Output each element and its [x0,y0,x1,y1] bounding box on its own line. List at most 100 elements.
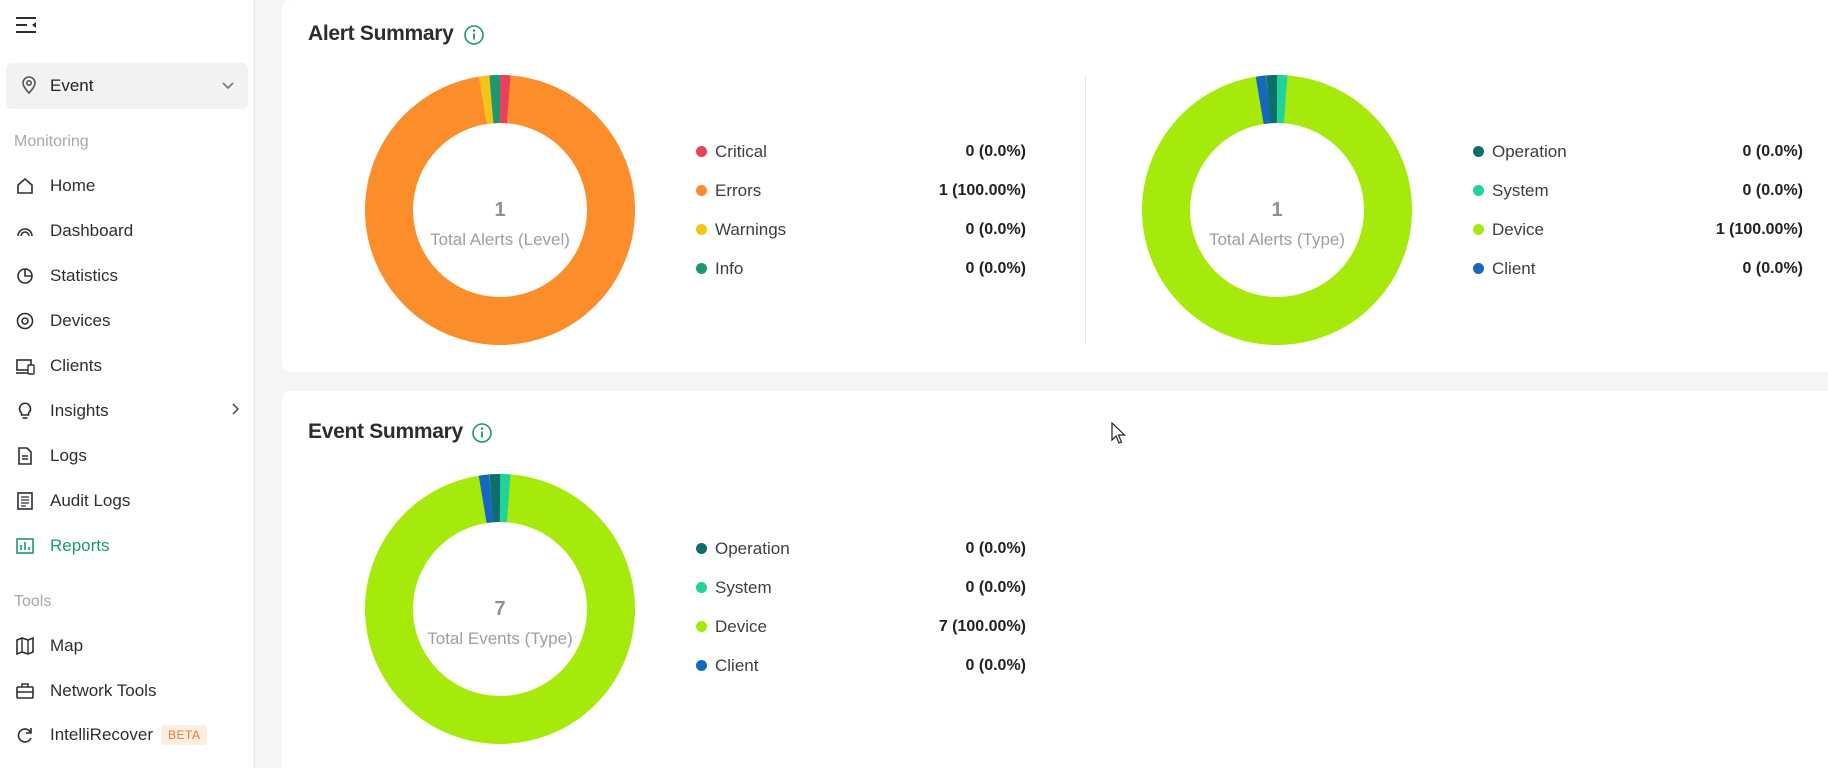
mouse-cursor-icon [1111,422,1126,444]
chevron-right-icon [232,402,240,420]
legend-event-type: Operation 0 (0.0%) System 0 (0.0%) Device 7… [696,529,1026,685]
sidebar-item-statistics[interactable]: Statistics [0,256,254,296]
lightbulb-icon [14,400,36,422]
info-icon[interactable] [471,422,493,444]
legend-item-system: System 0 (0.0%) [1473,171,1803,210]
legend-dot [696,263,707,274]
pie-chart-icon [14,265,36,287]
refresh-icon [14,724,36,746]
beta-badge: BETA [161,725,208,745]
donut-center-label: Total Alerts (Type) [1209,230,1345,249]
legend-item-device: Device 1 (100.00%) [1473,210,1803,249]
legend-dot [696,224,707,235]
document-icon [14,445,36,467]
legend-label: Critical [715,141,767,161]
legend-value: 1 (100.00%) [1715,220,1803,238]
legend-item-warnings: Warnings 0 (0.0%) [696,210,1026,249]
sidebar-item-label: Insights [50,401,109,420]
sidebar-item-devices[interactable]: Devices [0,301,254,341]
map-icon [14,635,36,657]
bar-chart-icon [14,535,36,557]
collapse-sidebar-icon[interactable] [14,14,40,36]
site-selector-label: Event [50,76,94,95]
legend-item-errors: Errors 1 (100.00%) [696,171,1026,210]
alert-summary-title: Alert Summary [308,22,454,45]
section-title-tools: Tools [14,593,52,610]
legend-value: 0 (0.0%) [965,578,1026,596]
legend-value: 1 (100.00%) [938,181,1026,199]
sidebar-item-home[interactable]: Home [0,166,254,206]
legend-value: 0 (0.0%) [1742,142,1803,160]
legend-label: Info [715,258,744,278]
chevron-down-icon [222,77,234,95]
legend-label: System [715,577,772,597]
info-icon[interactable] [463,24,485,46]
location-pin-icon [20,74,38,99]
sidebar-item-label: Reports [50,536,110,555]
legend-dot [1473,224,1484,235]
donut-segment-client [478,474,494,524]
toolbox-icon [14,680,36,702]
donut-chart-alert-level: 1 Total Alerts (Level) [365,75,635,345]
sidebar-item-label: Network Tools [50,681,157,700]
sidebar-item-label: Statistics [50,266,119,285]
event-summary-card: Event Summary 7 Total Events (Type) Oper… [282,391,1828,768]
sidebar-item-intellirecover[interactable]: IntelliRecover BETA [0,715,254,755]
sidebar-item-label: Dashboard [50,221,134,240]
legend-dot [696,582,707,593]
donut-segment-client [1255,75,1271,125]
sidebar-item-reports[interactable]: Reports [0,526,254,566]
legend-dot [696,543,707,554]
sidebar-item-label: Clients [50,356,102,375]
legend-item-operation: Operation 0 (0.0%) [696,529,1026,568]
legend-item-client: Client 0 (0.0%) [1473,249,1803,288]
legend-dot [696,146,707,157]
legend-item-client: Client 0 (0.0%) [696,646,1026,685]
legend-dot [1473,185,1484,196]
legend-label: Client [1492,258,1536,278]
donut-chart-alert-type: 1 Total Alerts (Type) [1142,75,1412,345]
legend-item-device: Device 7 (100.00%) [696,607,1026,646]
event-summary-title: Event Summary [308,420,463,443]
sidebar-item-network-tools[interactable]: Network Tools [0,671,254,711]
sidebar-item-clients[interactable]: Clients [0,346,254,386]
sidebar-item-dashboard[interactable]: Dashboard [0,211,254,251]
sidebar-item-label: Devices [50,311,111,330]
legend-dot [696,621,707,632]
legend-value: 0 (0.0%) [965,539,1026,557]
sidebar-item-logs[interactable]: Logs [0,436,254,476]
device-icon [14,310,36,332]
legend-item-operation: Operation 0 (0.0%) [1473,132,1803,171]
sidebar-item-map[interactable]: Map [0,626,254,666]
sidebar-item-insights[interactable]: Insights [0,391,254,431]
legend-dot [1473,263,1484,274]
legend-alert-type: Operation 0 (0.0%) System 0 (0.0%) Device 1… [1473,132,1803,288]
dashboard-icon [14,220,36,242]
legend-label: System [1492,180,1549,200]
home-icon [14,175,36,197]
legend-value: 7 (100.00%) [938,617,1026,635]
legend-item-info: Info 0 (0.0%) [696,249,1026,288]
legend-value: 0 (0.0%) [965,220,1026,238]
legend-alert-level: Critical 0 (0.0%) Errors 1 (100.00%) Warni… [696,132,1026,288]
section-title-monitoring: Monitoring [14,133,89,150]
sidebar-item-label: Map [50,636,84,655]
legend-label: Device [1492,219,1544,239]
donut-center-label: Total Alerts (Level) [430,230,570,249]
donut-center-total: 7 [494,598,505,620]
legend-label: Device [715,616,767,636]
divider [1085,76,1086,344]
legend-dot [696,660,707,671]
site-selector[interactable]: Event [6,63,248,109]
legend-label: Warnings [715,219,787,239]
sidebar-item-audit-logs[interactable]: Audit Logs [0,481,254,521]
legend-value: 0 (0.0%) [1742,181,1803,199]
legend-value: 0 (0.0%) [965,656,1026,674]
clients-icon [14,355,36,377]
donut-segment-warnings [478,75,494,125]
legend-value: 0 (0.0%) [1742,259,1803,277]
legend-label: Operation [1492,141,1567,161]
donut-center-total: 1 [1271,199,1282,221]
sidebar-item-label: Home [50,176,96,195]
legend-dot [1473,146,1484,157]
